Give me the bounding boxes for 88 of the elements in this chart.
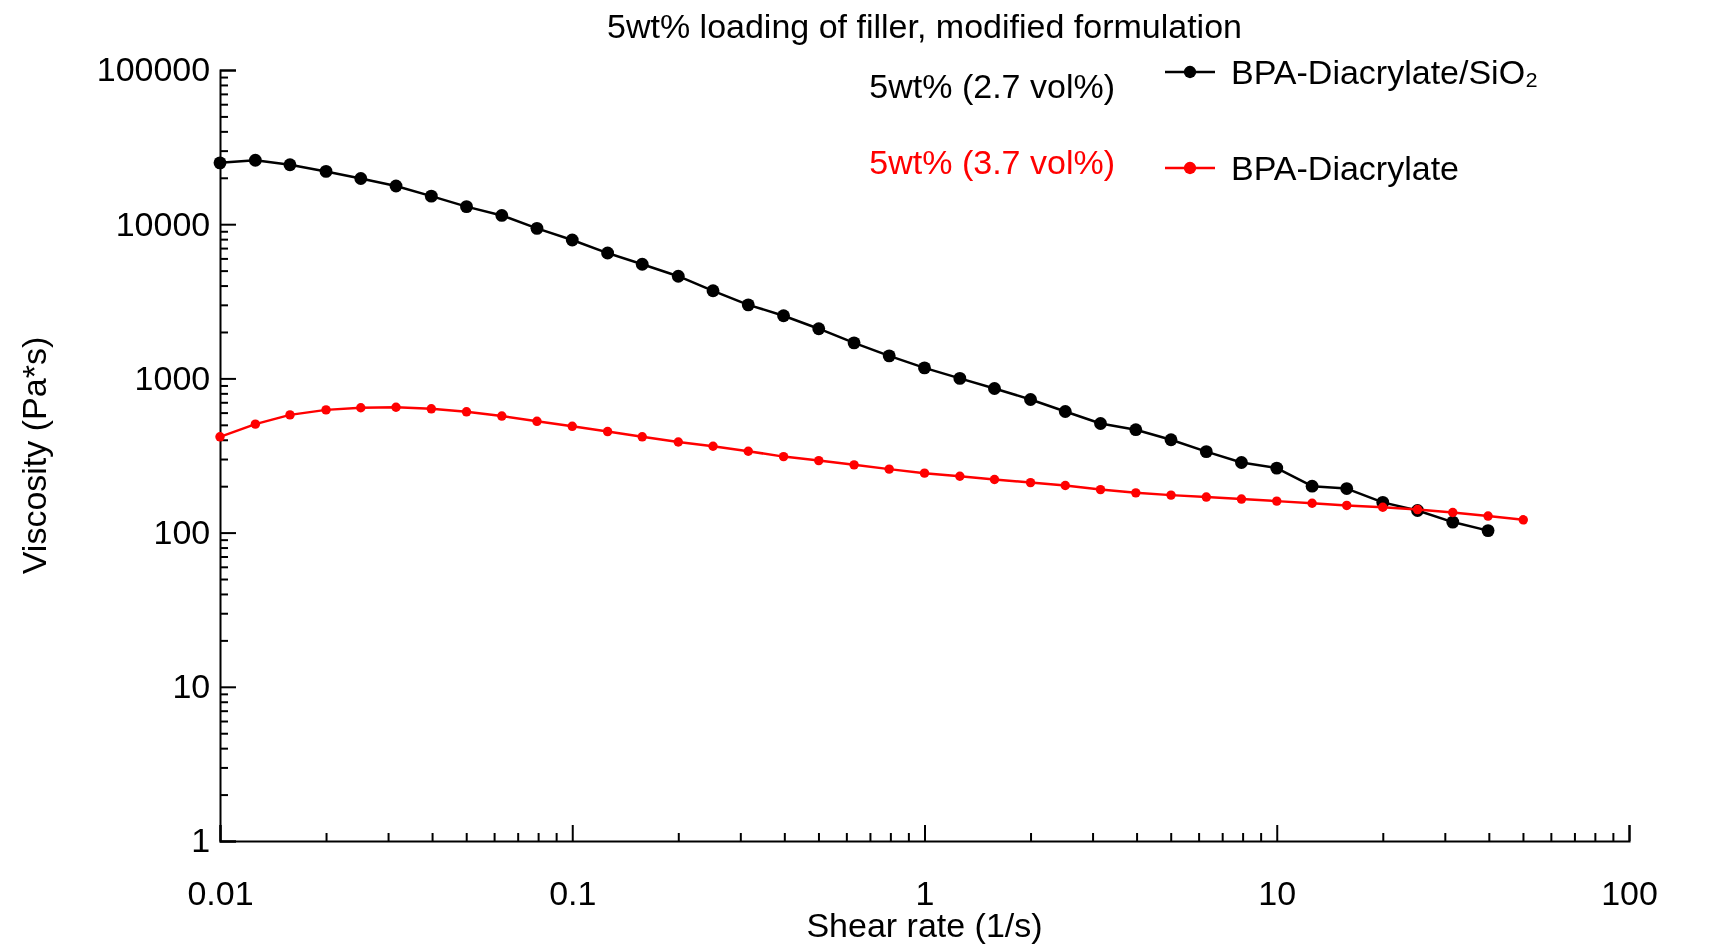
point bbox=[1024, 393, 1037, 406]
point bbox=[953, 371, 967, 385]
point bbox=[743, 446, 753, 456]
point bbox=[215, 432, 225, 442]
point bbox=[777, 309, 790, 323]
point bbox=[988, 382, 1001, 395]
x-tick-label: 100 bbox=[1601, 874, 1658, 913]
point bbox=[285, 410, 295, 420]
x-tick-label: 0.1 bbox=[549, 874, 597, 913]
point bbox=[1270, 461, 1284, 475]
point bbox=[497, 411, 507, 421]
point bbox=[495, 209, 509, 222]
point bbox=[1481, 524, 1495, 538]
point bbox=[708, 441, 718, 451]
legend-label: BPA-Diacrylate/SiO₂ bbox=[1231, 53, 1539, 91]
point bbox=[1446, 515, 1460, 529]
point bbox=[213, 156, 227, 170]
point bbox=[532, 416, 542, 427]
point bbox=[1131, 488, 1141, 498]
point bbox=[391, 402, 401, 412]
y-tick-label: 10 bbox=[172, 667, 211, 706]
annotation: 5wt% (3.7 vol%) bbox=[869, 143, 1115, 181]
point bbox=[1095, 484, 1106, 495]
point bbox=[1305, 479, 1319, 493]
point bbox=[1235, 456, 1248, 469]
point bbox=[1025, 477, 1036, 488]
point bbox=[602, 426, 613, 437]
y-tick-label: 1000 bbox=[134, 358, 211, 397]
x-tick-label: 0.01 bbox=[187, 874, 254, 913]
point bbox=[1340, 482, 1354, 495]
point bbox=[635, 257, 649, 271]
point bbox=[884, 464, 894, 474]
point bbox=[849, 460, 859, 470]
point bbox=[1164, 433, 1178, 447]
point bbox=[1307, 498, 1317, 508]
point bbox=[1201, 492, 1212, 502]
point bbox=[424, 189, 438, 203]
point bbox=[814, 455, 824, 466]
point bbox=[321, 405, 331, 415]
point bbox=[671, 269, 685, 283]
chart-title: 5wt% loading of filler, modified formulation bbox=[607, 7, 1242, 45]
y-tick-label: 100000 bbox=[96, 50, 211, 89]
point bbox=[882, 349, 896, 363]
annotation: 5wt% (2.7 vol%) bbox=[869, 67, 1115, 105]
point bbox=[354, 172, 368, 185]
point bbox=[741, 298, 755, 312]
point bbox=[1483, 511, 1493, 521]
point bbox=[1272, 496, 1282, 506]
point bbox=[567, 421, 577, 432]
point bbox=[461, 407, 472, 417]
legend-label: BPA-Diacrylate bbox=[1231, 149, 1459, 187]
point bbox=[1448, 507, 1458, 518]
point bbox=[778, 451, 789, 462]
point bbox=[1094, 417, 1107, 430]
point bbox=[460, 200, 473, 214]
point bbox=[250, 419, 261, 429]
point bbox=[1236, 494, 1247, 504]
point bbox=[389, 179, 403, 193]
point bbox=[565, 233, 579, 247]
point bbox=[919, 468, 930, 478]
point bbox=[426, 404, 437, 414]
point bbox=[989, 474, 1000, 485]
point bbox=[530, 221, 544, 235]
point bbox=[248, 153, 262, 167]
y-tick-label: 100 bbox=[153, 512, 211, 551]
y-axis-title: Viscosity (Pa*s) bbox=[15, 336, 53, 575]
y-tick-label: 10000 bbox=[115, 204, 211, 243]
point bbox=[706, 284, 720, 298]
point bbox=[1518, 515, 1528, 525]
point bbox=[1199, 445, 1213, 459]
point bbox=[601, 246, 615, 260]
point bbox=[1166, 490, 1176, 500]
point bbox=[637, 432, 647, 442]
point bbox=[673, 437, 684, 447]
point bbox=[356, 403, 366, 413]
point bbox=[283, 158, 297, 172]
point bbox=[847, 336, 861, 350]
x-tick-label: 10 bbox=[1258, 874, 1297, 913]
point bbox=[1060, 480, 1071, 491]
point bbox=[1129, 423, 1143, 437]
point bbox=[955, 471, 965, 481]
point bbox=[1058, 405, 1072, 418]
point bbox=[319, 164, 333, 178]
point bbox=[918, 361, 931, 375]
point bbox=[1378, 502, 1388, 512]
point bbox=[1342, 500, 1352, 511]
y-tick-label: 1 bbox=[191, 821, 211, 860]
point bbox=[812, 322, 826, 336]
